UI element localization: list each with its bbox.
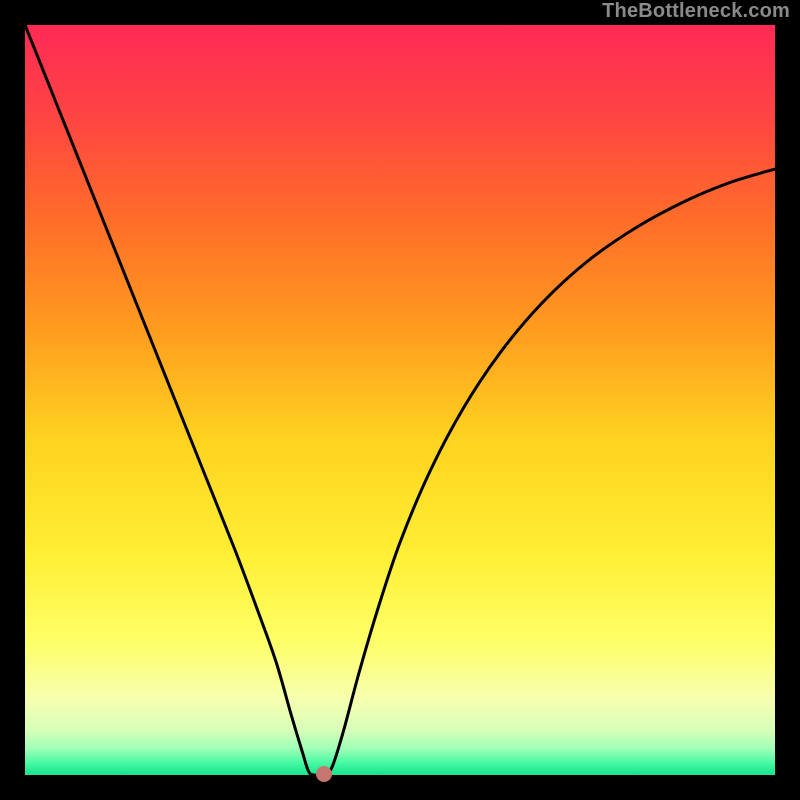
plot-area	[25, 25, 775, 775]
curve-path	[25, 25, 775, 775]
chart-root: TheBottleneck.com	[0, 0, 800, 800]
bottleneck-curve	[25, 25, 775, 775]
minimum-marker	[316, 766, 332, 782]
watermark-label: TheBottleneck.com	[602, 0, 790, 23]
